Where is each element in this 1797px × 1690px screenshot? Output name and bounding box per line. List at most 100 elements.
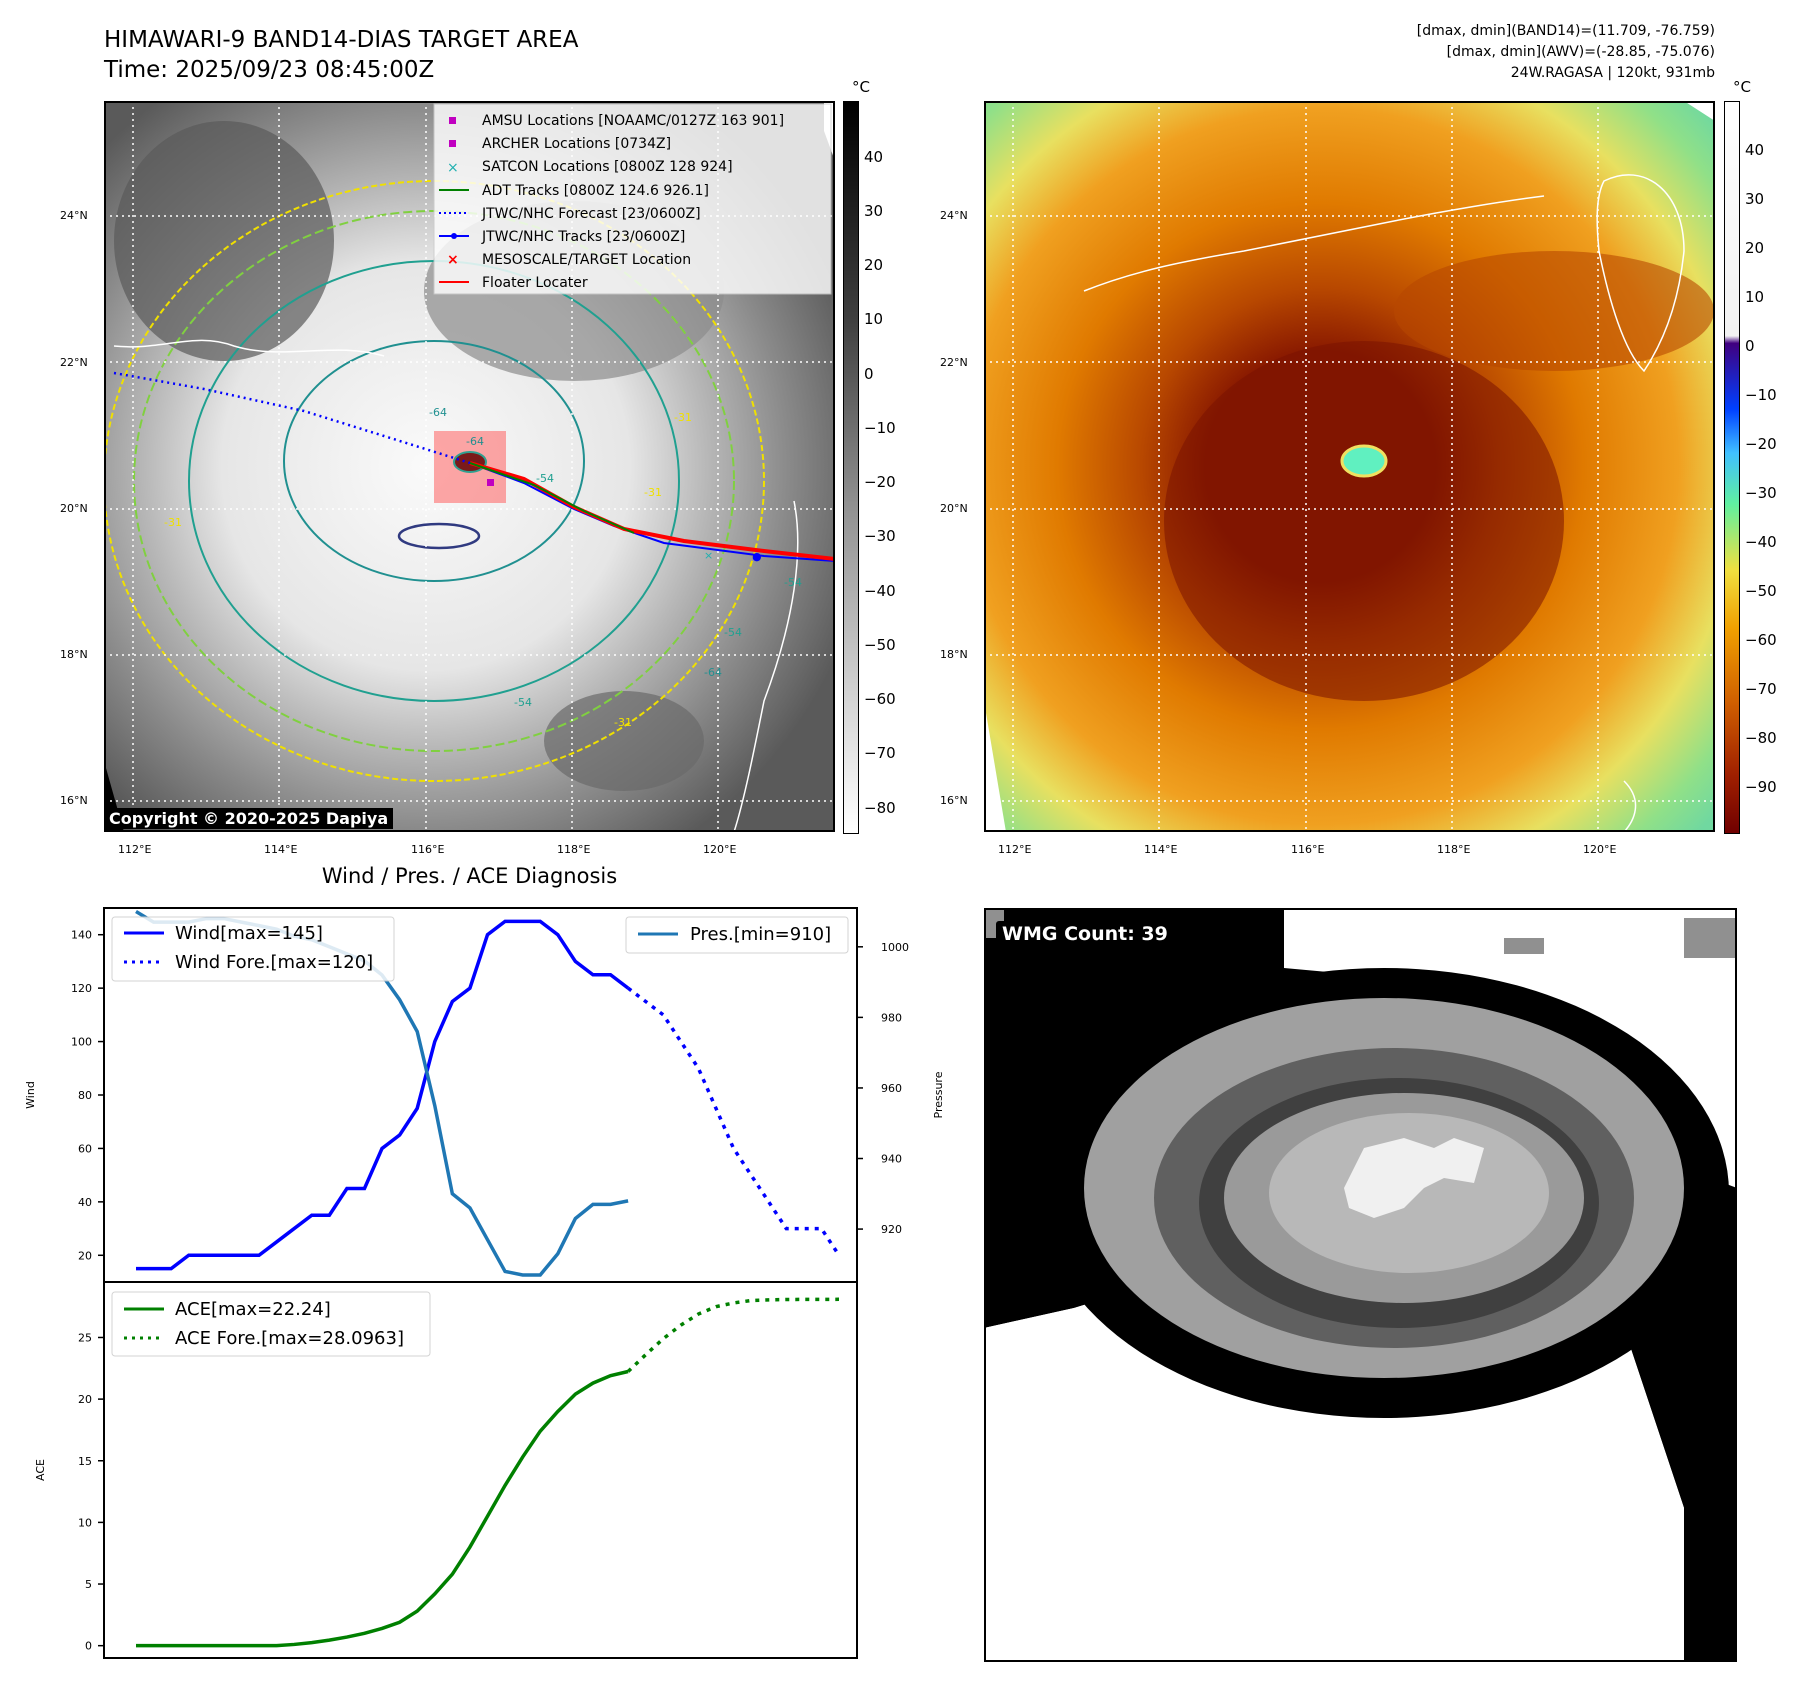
awv-colorbar-unit: °C (1733, 78, 1751, 96)
ir-colorbar-tick: −40 (864, 582, 896, 600)
awv-colorbar-tick: −10 (1745, 386, 1777, 404)
ace-tick-label: 10 (78, 1516, 92, 1529)
pressure-axis-label: Pressure (932, 1071, 945, 1118)
pressure-axis-ticks: 920 940 960 980 1000 (857, 941, 909, 1236)
pressure-tick-label: 1000 (881, 941, 909, 954)
legend-label-floater: Floater Locater (482, 275, 588, 291)
ir-map-panel: × ● -64 -64 -54 -31 -54 -64 -31 -54 -54 … (103, 101, 836, 833)
pressure-tick-label: 980 (881, 1011, 902, 1024)
pressure-legend: Pres.[min=910] (625, 916, 849, 954)
contour-label: -64 (429, 406, 447, 419)
ir-colorbar-tick: 40 (864, 148, 884, 166)
ir-colorbar-unit: °C (852, 78, 870, 96)
ace-axis-label: ACE (34, 1459, 47, 1481)
ir-colorbar-tick: 20 (864, 256, 884, 274)
contour-label: -54 (724, 626, 742, 639)
lat-label: 16°N (940, 794, 968, 807)
wmg-eye-region (1344, 1138, 1484, 1218)
contour-label: -54 (514, 696, 532, 709)
lon-label: 118°E (557, 843, 591, 856)
lat-label: 22°N (940, 356, 968, 369)
awv-colorbar-tick: −90 (1745, 778, 1777, 796)
dry-band-ne (1394, 251, 1714, 371)
legend-label-forecast: JTWC/NHC Forecast [23/0600Z] (481, 206, 701, 222)
awv-colorbar-tick: 0 (1745, 337, 1755, 355)
wind-tick-label: 120 (71, 982, 92, 995)
diagnosis-title: Wind / Pres. / ACE Diagnosis (321, 864, 618, 888)
wmg-panel (984, 908, 1737, 1662)
figure-title-line2: Time: 2025/09/23 08:45:00Z (104, 57, 435, 83)
ir-map-svg: × ● -64 -64 -54 -31 -54 -64 -31 -54 -54 … (103, 101, 836, 833)
ir-colorbar-tick: −80 (864, 799, 896, 817)
contour-label: -31 (164, 516, 182, 529)
jtwc-position-dot: ● (752, 550, 762, 563)
ir-colorbar-tick: −30 (864, 527, 896, 545)
awv-map-panel (984, 101, 1715, 833)
contour-label: -54 (784, 576, 802, 589)
wmg-count-label: WMG Count: 39 (996, 921, 1174, 947)
lon-label: 112°E (118, 843, 152, 856)
legend-label-wind: Wind[max=145] (175, 923, 323, 944)
no-data-corner-left (984, 701, 1006, 832)
ir-colorbar-tick: −50 (864, 636, 896, 654)
lat-label: 24°N (60, 209, 88, 222)
pressure-tick-label: 940 (881, 1153, 902, 1166)
series-line-wind (136, 919, 630, 1271)
legend-marker-satcon: × (447, 160, 459, 176)
ir-colorbar (843, 101, 859, 834)
lon-label: 116°E (1291, 843, 1325, 856)
legend-label-mesoscale: MESOSCALE/TARGET Location (482, 252, 691, 268)
coastline-taiwan (1596, 174, 1685, 373)
jtwc-forecast-track (113, 371, 471, 465)
awv-colorbar-tick: −60 (1745, 631, 1777, 649)
pressure-tick-label: 960 (881, 1082, 902, 1095)
no-data-corner (1684, 101, 1715, 121)
ir-map-frame (104, 101, 835, 832)
lat-label: 24°N (940, 209, 968, 222)
legend-label-tracks: JTWC/NHC Tracks [23/0600Z] (481, 229, 685, 245)
figure-title-line1: HIMAWARI-9 BAND14-DIAS TARGET AREA (104, 27, 579, 53)
awv-colorbar-tick: −30 (1745, 484, 1777, 502)
lat-label: 20°N (60, 502, 88, 515)
lat-label: 16°N (60, 794, 88, 807)
lon-label: 120°E (1583, 843, 1617, 856)
series-line-ace-forecast (626, 1297, 840, 1373)
ir-map-legend: AMSU Locations [NOAAMC/0127Z 163 901] AR… (433, 103, 832, 295)
ir-colorbar-tick: −20 (864, 473, 896, 491)
lat-label: 20°N (940, 502, 968, 515)
ir-colorbar-tick: 0 (864, 365, 874, 383)
ace-legend: ACE[max=22.24] ACE Fore.[max=28.0963] (111, 1291, 431, 1357)
wmg-svg (984, 908, 1737, 1662)
awv-colorbar-tick: 20 (1745, 239, 1765, 257)
wind-tick-label: 20 (78, 1249, 92, 1262)
ir-colorbar-ticks: 40 30 20 10 0 −10 −20 −30 −40 −50 −60 −7… (864, 101, 924, 832)
awv-colorbar-tick: −80 (1745, 729, 1777, 747)
satcon-location-marker: × (704, 549, 713, 562)
legend-label-ace: ACE[max=22.24] (175, 1299, 331, 1320)
diagnosis-svg: 20 40 60 80 100 120 140 920 940 960 980 1000 0 5 10 1… (24, 907, 945, 1659)
lat-label: 22°N (60, 356, 88, 369)
lon-label: 120°E (703, 843, 737, 856)
wind-tick-label: 140 (71, 929, 92, 942)
contour-ring-teal-inner (283, 340, 585, 582)
wmg-frame (984, 908, 1737, 1662)
ace-tick-label: 15 (78, 1455, 92, 1468)
legend-marker-mesoscale: × (447, 252, 459, 268)
ace-axes (103, 1281, 858, 1659)
info-line3: 24W.RAGASA | 120kt, 931mb (1510, 65, 1715, 81)
wmg-block (1684, 918, 1737, 958)
contour-dark-blue (397, 522, 481, 550)
wind-tick-label: 100 (71, 1036, 92, 1049)
contour-label: -64 (704, 666, 722, 679)
adt-track (469, 462, 635, 534)
contour-label: -31 (614, 716, 632, 729)
legend-label-pressure: Pres.[min=910] (690, 924, 831, 945)
wind-tick-label: 80 (78, 1089, 92, 1102)
contour-label: -31 (644, 486, 662, 499)
lon-label: 116°E (411, 843, 445, 856)
ace-series (136, 1297, 840, 1648)
lon-label: 112°E (998, 843, 1032, 856)
contour-label: -64 (466, 435, 484, 448)
coastline-luzon (733, 500, 799, 833)
wind-tick-label: 40 (78, 1196, 92, 1209)
